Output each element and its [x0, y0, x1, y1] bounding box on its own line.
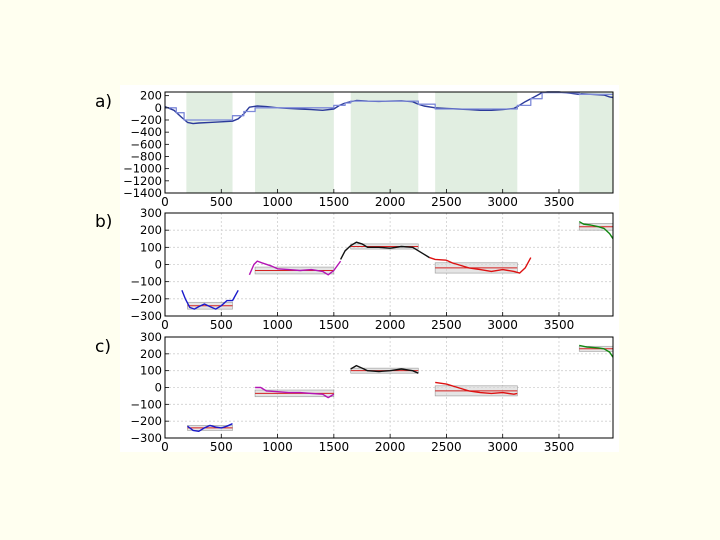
panel-a-label: a)	[95, 92, 113, 112]
chart-panel-a: 0 500 1000 1500 2000 2500 3000 35002000−200−400…	[123, 89, 614, 209]
x-tick-label: 2500	[431, 440, 462, 454]
series-line-segment-5	[578, 220, 614, 240]
x-tick-label: 0	[161, 195, 169, 209]
x-tick-label: 1000	[262, 318, 293, 332]
y-tick-label: −200	[130, 414, 162, 428]
y-tick-label: 100	[140, 364, 162, 378]
y-tick-label: −200	[130, 113, 162, 127]
x-tick-label: 2000	[375, 318, 406, 332]
y-tick-label: −1400	[123, 186, 162, 200]
y-tick-label: −600	[130, 137, 162, 151]
y-tick-label: −200	[130, 292, 162, 306]
chart-panel-c: 0 500 1000 1500 2000 2500 3000 35003002001000−1…	[130, 330, 614, 454]
y-tick-label: −300	[130, 431, 162, 445]
panel-c-label: c)	[95, 337, 111, 357]
y-tick-label: −100	[130, 275, 162, 289]
x-tick-label: 1500	[319, 195, 350, 209]
shaded-region	[579, 92, 613, 193]
x-tick-label: 3000	[487, 318, 518, 332]
x-tick-label: 3500	[544, 318, 575, 332]
x-tick-label: 2000	[375, 440, 406, 454]
y-tick-label: 200	[140, 347, 162, 361]
panel-b-label: b)	[95, 212, 113, 232]
shaded-region	[350, 92, 419, 193]
series-line-segment-5	[579, 344, 614, 358]
y-tick-label: −800	[130, 149, 162, 163]
x-tick-label: 3500	[544, 195, 575, 209]
shaded-region	[186, 92, 233, 193]
y-tick-label: −1200	[123, 174, 162, 188]
series-line-segment-3	[339, 241, 430, 260]
x-tick-label: 1500	[319, 318, 350, 332]
y-tick-label: 0	[155, 101, 162, 115]
x-tick-label: 1500	[319, 440, 350, 454]
x-tick-label: 2500	[431, 195, 462, 209]
x-tick-label: 2000	[375, 195, 406, 209]
axes-frame	[164, 91, 614, 194]
series-line-segment-2	[248, 260, 342, 276]
y-tick-label: 0	[155, 381, 162, 395]
y-tick-label: −100	[130, 397, 162, 411]
y-tick-label: −400	[130, 125, 162, 139]
x-tick-label: 3000	[487, 195, 518, 209]
x-tick-label: 1000	[262, 440, 293, 454]
y-tick-label: −300	[130, 309, 162, 323]
series-line-segment-1	[181, 289, 239, 310]
series-line-step	[165, 91, 613, 121]
series-line-segment-2	[255, 386, 335, 399]
figure-frame	[120, 85, 619, 452]
x-tick-label: 3000	[487, 440, 518, 454]
y-tick-label: 200	[140, 89, 162, 103]
x-tick-label: 500	[210, 195, 233, 209]
chart-panel-b: 0 500 1000 1500 2000 2500 3000 35003002001000−1…	[130, 206, 614, 332]
y-tick-label: 300	[140, 330, 162, 344]
x-tick-label: 1000	[262, 195, 293, 209]
x-tick-label: 500	[210, 440, 233, 454]
x-tick-label: 0	[161, 440, 169, 454]
x-tick-label: 3500	[544, 440, 575, 454]
series-line-segment-4	[435, 381, 518, 395]
y-tick-label: 100	[140, 240, 162, 254]
y-tick-label: 200	[140, 223, 162, 237]
x-tick-label: 2500	[431, 318, 462, 332]
shaded-region	[435, 92, 518, 193]
series-line-segment-1	[187, 423, 233, 432]
y-tick-label: −1000	[123, 162, 162, 176]
y-tick-label: 300	[140, 206, 162, 220]
y-tick-label: 0	[155, 258, 162, 272]
x-tick-label: 500	[210, 318, 233, 332]
series-line-segment-4	[429, 256, 532, 274]
series-line-segment-3	[350, 364, 419, 374]
x-tick-label: 0	[161, 318, 169, 332]
